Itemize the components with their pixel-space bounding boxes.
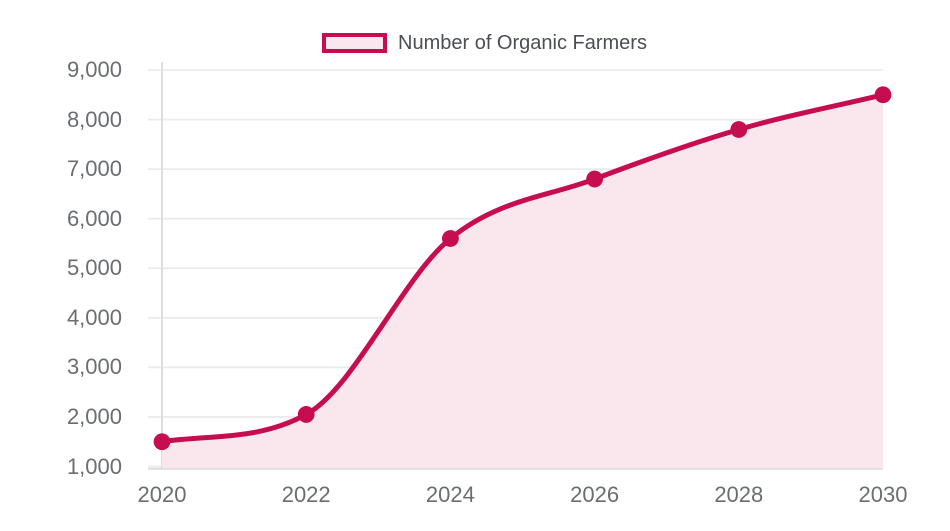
data-point: [586, 170, 603, 188]
y-tick-label: 1,000: [66, 453, 122, 479]
trend-line: [159, 92, 886, 445]
data-point: [153, 433, 171, 451]
x-tick-label: 2024: [425, 482, 475, 507]
legend-label: Number of Organic Farmers: [398, 32, 647, 54]
y-tick-label: 4,000: [66, 304, 122, 330]
data-point: [874, 86, 892, 104]
y-tick-label: 6,000: [66, 205, 122, 231]
x-tick-label: 2020: [137, 482, 187, 507]
y-tick-label: 9,000: [66, 57, 122, 82]
x-tick-label: 2022: [281, 482, 331, 507]
legend-swatch: [322, 33, 387, 53]
data-point: [297, 406, 315, 423]
area-fill: [162, 94, 883, 468]
x-tick-label: 2028: [714, 482, 764, 507]
y-tick-label: 7,000: [66, 156, 122, 182]
y-tick-label: 2,000: [66, 403, 122, 429]
data-point: [730, 121, 748, 138]
x-tick-label: 2026: [570, 482, 620, 507]
y-tick-label: 3,000: [66, 354, 122, 380]
data-point: [442, 230, 459, 247]
y-tick-label: 8,000: [66, 106, 122, 132]
chart-legend[interactable]: Number of Organic Farmers: [322, 30, 647, 56]
y-tick-label: 5,000: [66, 255, 122, 281]
x-tick-label: 2030: [858, 482, 908, 507]
